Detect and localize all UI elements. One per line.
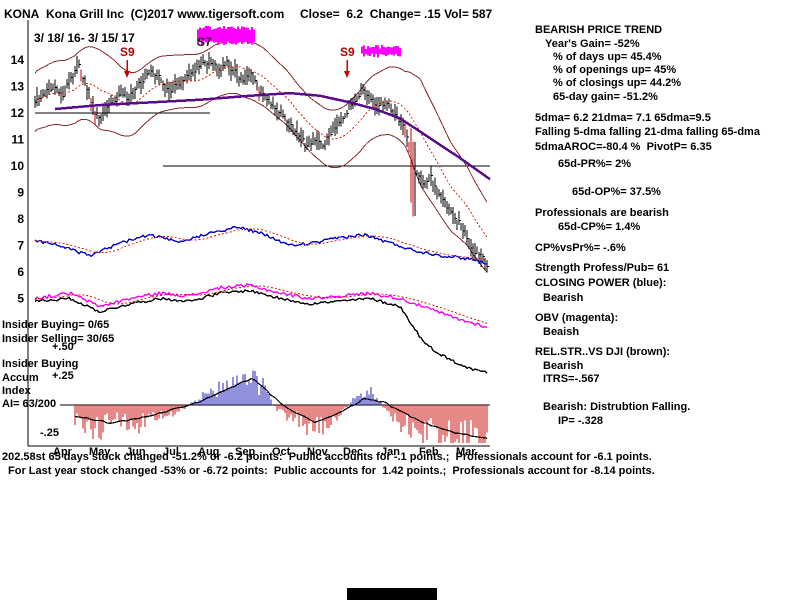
analysis-panel-line: CLOSING POWER (blue):	[535, 277, 667, 289]
svg-text:14: 14	[11, 53, 25, 67]
footer-line1: For Last 65 days stock changed -51.2% or…	[2, 451, 652, 463]
svg-text:Jun: Jun	[126, 446, 146, 458]
taskbar-remnant	[347, 588, 437, 600]
svg-text:S7: S7	[197, 35, 212, 49]
svg-text:S9: S9	[340, 45, 355, 59]
analysis-panel-line: % of days up= 45.4%	[553, 51, 662, 63]
quote-summary: Close= 6.2 Change= .15 Vol= 587	[300, 7, 493, 21]
svg-text:Jul: Jul	[163, 446, 179, 458]
price-bands	[34, 38, 488, 273]
analysis-panel-line: BEARISH PRICE TREND	[535, 24, 663, 36]
date-range: 3/ 18/ 16- 3/ 15/ 17	[34, 31, 135, 45]
svg-text:Mar: Mar	[456, 446, 476, 458]
ai-scale-minus25: -.25	[40, 427, 59, 439]
svg-text:Oct: Oct	[272, 446, 291, 458]
insider-buying-label: Insider Buying= 0/65	[2, 319, 110, 331]
analysis-panel-line: Beaish	[543, 326, 580, 338]
svg-text:7: 7	[17, 239, 24, 253]
analysis-panel-line: % of openings up= 45%	[553, 64, 677, 76]
ai-histogram	[74, 370, 488, 444]
analysis-panel-line: OBV (magenta):	[535, 312, 619, 324]
svg-text:Sep: Sep	[235, 446, 255, 458]
moving-averages	[34, 65, 491, 238]
svg-text:6: 6	[17, 265, 24, 279]
svg-text:8: 8	[17, 212, 24, 226]
svg-text:10: 10	[11, 159, 25, 173]
analysis-panel-line: 65d-OP%= 37.5%	[572, 186, 661, 198]
analysis-panel-line: CP%vsPr%= -.6%	[535, 242, 626, 254]
analysis-panel-line: Bearish	[543, 360, 584, 372]
analysis-panel-line: Professionals are bearish	[535, 207, 669, 219]
analysis-panel-line: Year's Gain= -52%	[545, 38, 640, 50]
analysis-panel-line: ITRS=-.567	[543, 373, 600, 385]
footer-line2: For Last year stock changed -53% or -6.7…	[8, 465, 655, 477]
svg-text:5: 5	[17, 292, 24, 306]
svg-text:Jan: Jan	[381, 446, 400, 458]
svg-text:9: 9	[17, 186, 24, 200]
svg-text:Apr: Apr	[53, 446, 73, 458]
analysis-panel-line: 65d-PR%= 2%	[558, 158, 632, 170]
ai-title-line3: Index	[2, 385, 31, 397]
svg-text:Dec: Dec	[343, 446, 363, 458]
footer-overlay-value: 202.58	[2, 451, 36, 464]
analysis-panel-line: Strength Profess/Pub= 61	[535, 262, 670, 274]
svg-text:May: May	[89, 446, 111, 458]
analysis-panel-line: Bearish: Distrubtion Falling.	[543, 401, 691, 413]
ai-value: AI= 63/200	[2, 398, 57, 410]
analysis-panel-line: Falling 5-dma falling 21-dma falling 65-…	[535, 126, 760, 138]
indicator-lines	[34, 225, 488, 374]
ai-scale-plus25: +.25	[52, 370, 74, 382]
analysis-panel-line: 65d-CP%= 1.4%	[558, 221, 641, 233]
ticker-symbol: KONA	[4, 7, 40, 21]
ai-title-line1: Insider Buying	[2, 358, 79, 370]
signal-marks: S9 S7 S9	[120, 26, 401, 78]
svg-text:11: 11	[11, 133, 24, 147]
axis-labels: 14 13 12 11 10 9 8 7 6 5 Apr May Jun Jul Aug Sep Oct Nov D…	[11, 53, 477, 458]
svg-text:S9: S9	[120, 45, 135, 59]
svg-text:Aug: Aug	[198, 446, 219, 458]
analysis-panel-line: % of closings up= 44.2%	[553, 77, 682, 89]
analysis-panel-line: REL.STR..VS DJI (brown):	[535, 346, 671, 358]
analysis-panel-line: IP= -.328	[558, 415, 603, 427]
insider-selling-label: Insider Selling= 30/65	[2, 333, 115, 345]
analysis-panel-line: 65-day gain= -51.2%	[553, 91, 658, 103]
svg-text:13: 13	[11, 80, 25, 94]
chart-title: Kona Grill Inc (C)2017 www.tigersoft.com	[46, 7, 285, 21]
analysis-panel-line: 5dmaAROC=-80.4 % PivotP= 6.35	[535, 141, 712, 153]
support-lines	[35, 112, 490, 167]
ai-scale-plus50: +.50	[52, 341, 74, 353]
analysis-panel-line: Bearish	[543, 292, 584, 304]
analysis-panel-line: 5dma= 6.2 21dma= 7.1 65dma=9.5	[535, 112, 711, 124]
candle-bars	[34, 52, 489, 273]
svg-text:Nov: Nov	[307, 446, 329, 458]
ai-title-line2: Accum	[2, 372, 39, 384]
svg-text:Feb: Feb	[419, 446, 439, 458]
svg-text:12: 12	[11, 106, 25, 120]
